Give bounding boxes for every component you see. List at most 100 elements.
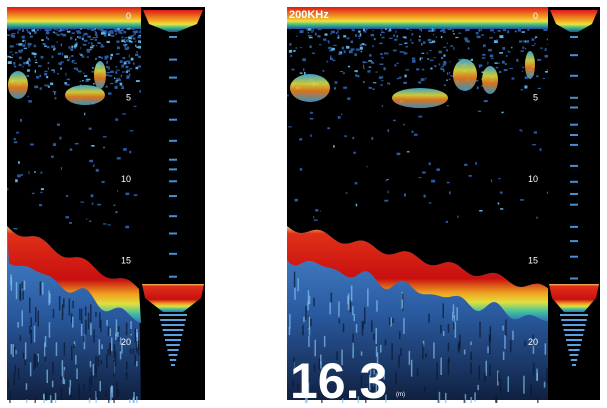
- seabed-streak: [29, 297, 31, 314]
- noise-speckle: [491, 58, 494, 60]
- noise-speckle: [380, 84, 383, 86]
- noise-speckle: [404, 42, 408, 44]
- noise-speckle: [12, 29, 14, 31]
- noise-speckle: [26, 61, 29, 65]
- noise-speckle: [82, 37, 84, 41]
- noise-speckle: [520, 199, 524, 201]
- noise-speckle: [360, 50, 363, 53]
- ascope-return: [169, 275, 177, 278]
- noise-speckle: [73, 67, 78, 70]
- noise-speckle: [340, 113, 343, 116]
- seabed-streak: [373, 374, 376, 389]
- ascope-return: [159, 314, 187, 316]
- noise-speckle: [60, 28, 62, 32]
- noise-speckle: [343, 35, 347, 38]
- seabed-streak: [33, 325, 36, 343]
- noise-speckle: [29, 35, 33, 38]
- noise-speckle: [449, 61, 451, 63]
- noise-speckle: [331, 47, 335, 51]
- noise-speckle: [481, 34, 484, 36]
- ascope-return: [562, 324, 586, 326]
- ascope-return: [169, 232, 177, 235]
- seabed-streak: [61, 314, 64, 321]
- seabed-streak: [29, 362, 32, 377]
- noise-speckle: [41, 39, 44, 42]
- seabed-streak: [352, 342, 354, 359]
- noise-speckle: [82, 35, 85, 37]
- noise-speckle: [107, 33, 111, 36]
- noise-speckle: [120, 74, 123, 78]
- seabed-streak: [297, 383, 299, 391]
- noise-speckle: [386, 52, 389, 55]
- seabed-streak: [75, 355, 77, 365]
- noise-speckle: [8, 28, 12, 30]
- noise-speckle: [516, 58, 519, 62]
- seabed-streak: [504, 335, 506, 349]
- noise-speckle: [87, 51, 90, 53]
- noise-speckle: [447, 28, 452, 31]
- noise-speckle: [71, 55, 74, 57]
- noise-speckle: [379, 42, 383, 45]
- seabed-streak: [375, 373, 377, 384]
- noise-speckle: [121, 36, 124, 39]
- noise-speckle: [493, 32, 496, 34]
- seabed-echo: [287, 226, 548, 322]
- noise-speckle: [9, 56, 13, 59]
- noise-speckle: [46, 46, 50, 49]
- seabed-streak: [22, 352, 25, 359]
- ascope-return: [570, 225, 578, 228]
- seabed-streak: [497, 370, 499, 386]
- noise-speckle: [498, 177, 501, 180]
- ascope-return: [564, 334, 584, 336]
- noise-speckle: [496, 39, 499, 41]
- noise-speckle: [421, 42, 423, 46]
- seabed-streak: [510, 339, 512, 353]
- noise-speckle: [520, 130, 523, 132]
- noise-speckle: [336, 28, 339, 30]
- seabed-streak: [524, 340, 526, 347]
- noise-speckle: [412, 59, 416, 63]
- noise-speckle: [362, 81, 365, 84]
- noise-speckle: [327, 40, 329, 42]
- ascope-return: [169, 215, 177, 218]
- seabed-streak: [470, 397, 472, 408]
- noise-speckle: [495, 66, 499, 69]
- noise-speckle: [386, 179, 389, 181]
- noise-speckle: [403, 81, 407, 85]
- noise-speckle: [339, 71, 344, 73]
- noise-speckle: [84, 32, 88, 36]
- depth-label: 5: [533, 93, 538, 103]
- ascope-return: [570, 193, 578, 195]
- noise-speckle: [381, 28, 383, 31]
- noise-speckle: [44, 73, 48, 76]
- noise-speckle: [136, 51, 138, 54]
- noise-speckle: [355, 48, 360, 51]
- noise-speckle: [418, 81, 422, 84]
- seabed-streak: [129, 399, 131, 404]
- noise-speckle: [105, 65, 108, 68]
- seabed-streak: [15, 282, 18, 299]
- noise-speckle: [299, 168, 303, 171]
- seabed-streak: [395, 372, 397, 385]
- noise-speckle: [458, 32, 462, 34]
- noise-speckle: [313, 216, 315, 219]
- noise-speckle: [544, 47, 547, 51]
- seabed-streak: [374, 377, 377, 382]
- seabed-streak: [306, 393, 308, 408]
- noise-speckle: [33, 52, 37, 56]
- noise-speckle: [60, 43, 63, 47]
- noise-speckle: [358, 30, 361, 33]
- ascope-strip: [141, 7, 205, 400]
- noise-speckle: [489, 36, 493, 39]
- noise-speckle: [81, 55, 85, 58]
- noise-speckle: [50, 82, 54, 86]
- noise-speckle: [509, 68, 513, 70]
- noise-speckle: [45, 31, 50, 35]
- noise-speckle: [308, 36, 313, 39]
- noise-speckle: [522, 46, 525, 49]
- noise-speckle: [85, 218, 88, 220]
- noise-speckle: [322, 70, 325, 72]
- noise-speckle: [33, 45, 37, 48]
- noise-speckle: [40, 191, 43, 194]
- noise-speckle: [92, 164, 95, 167]
